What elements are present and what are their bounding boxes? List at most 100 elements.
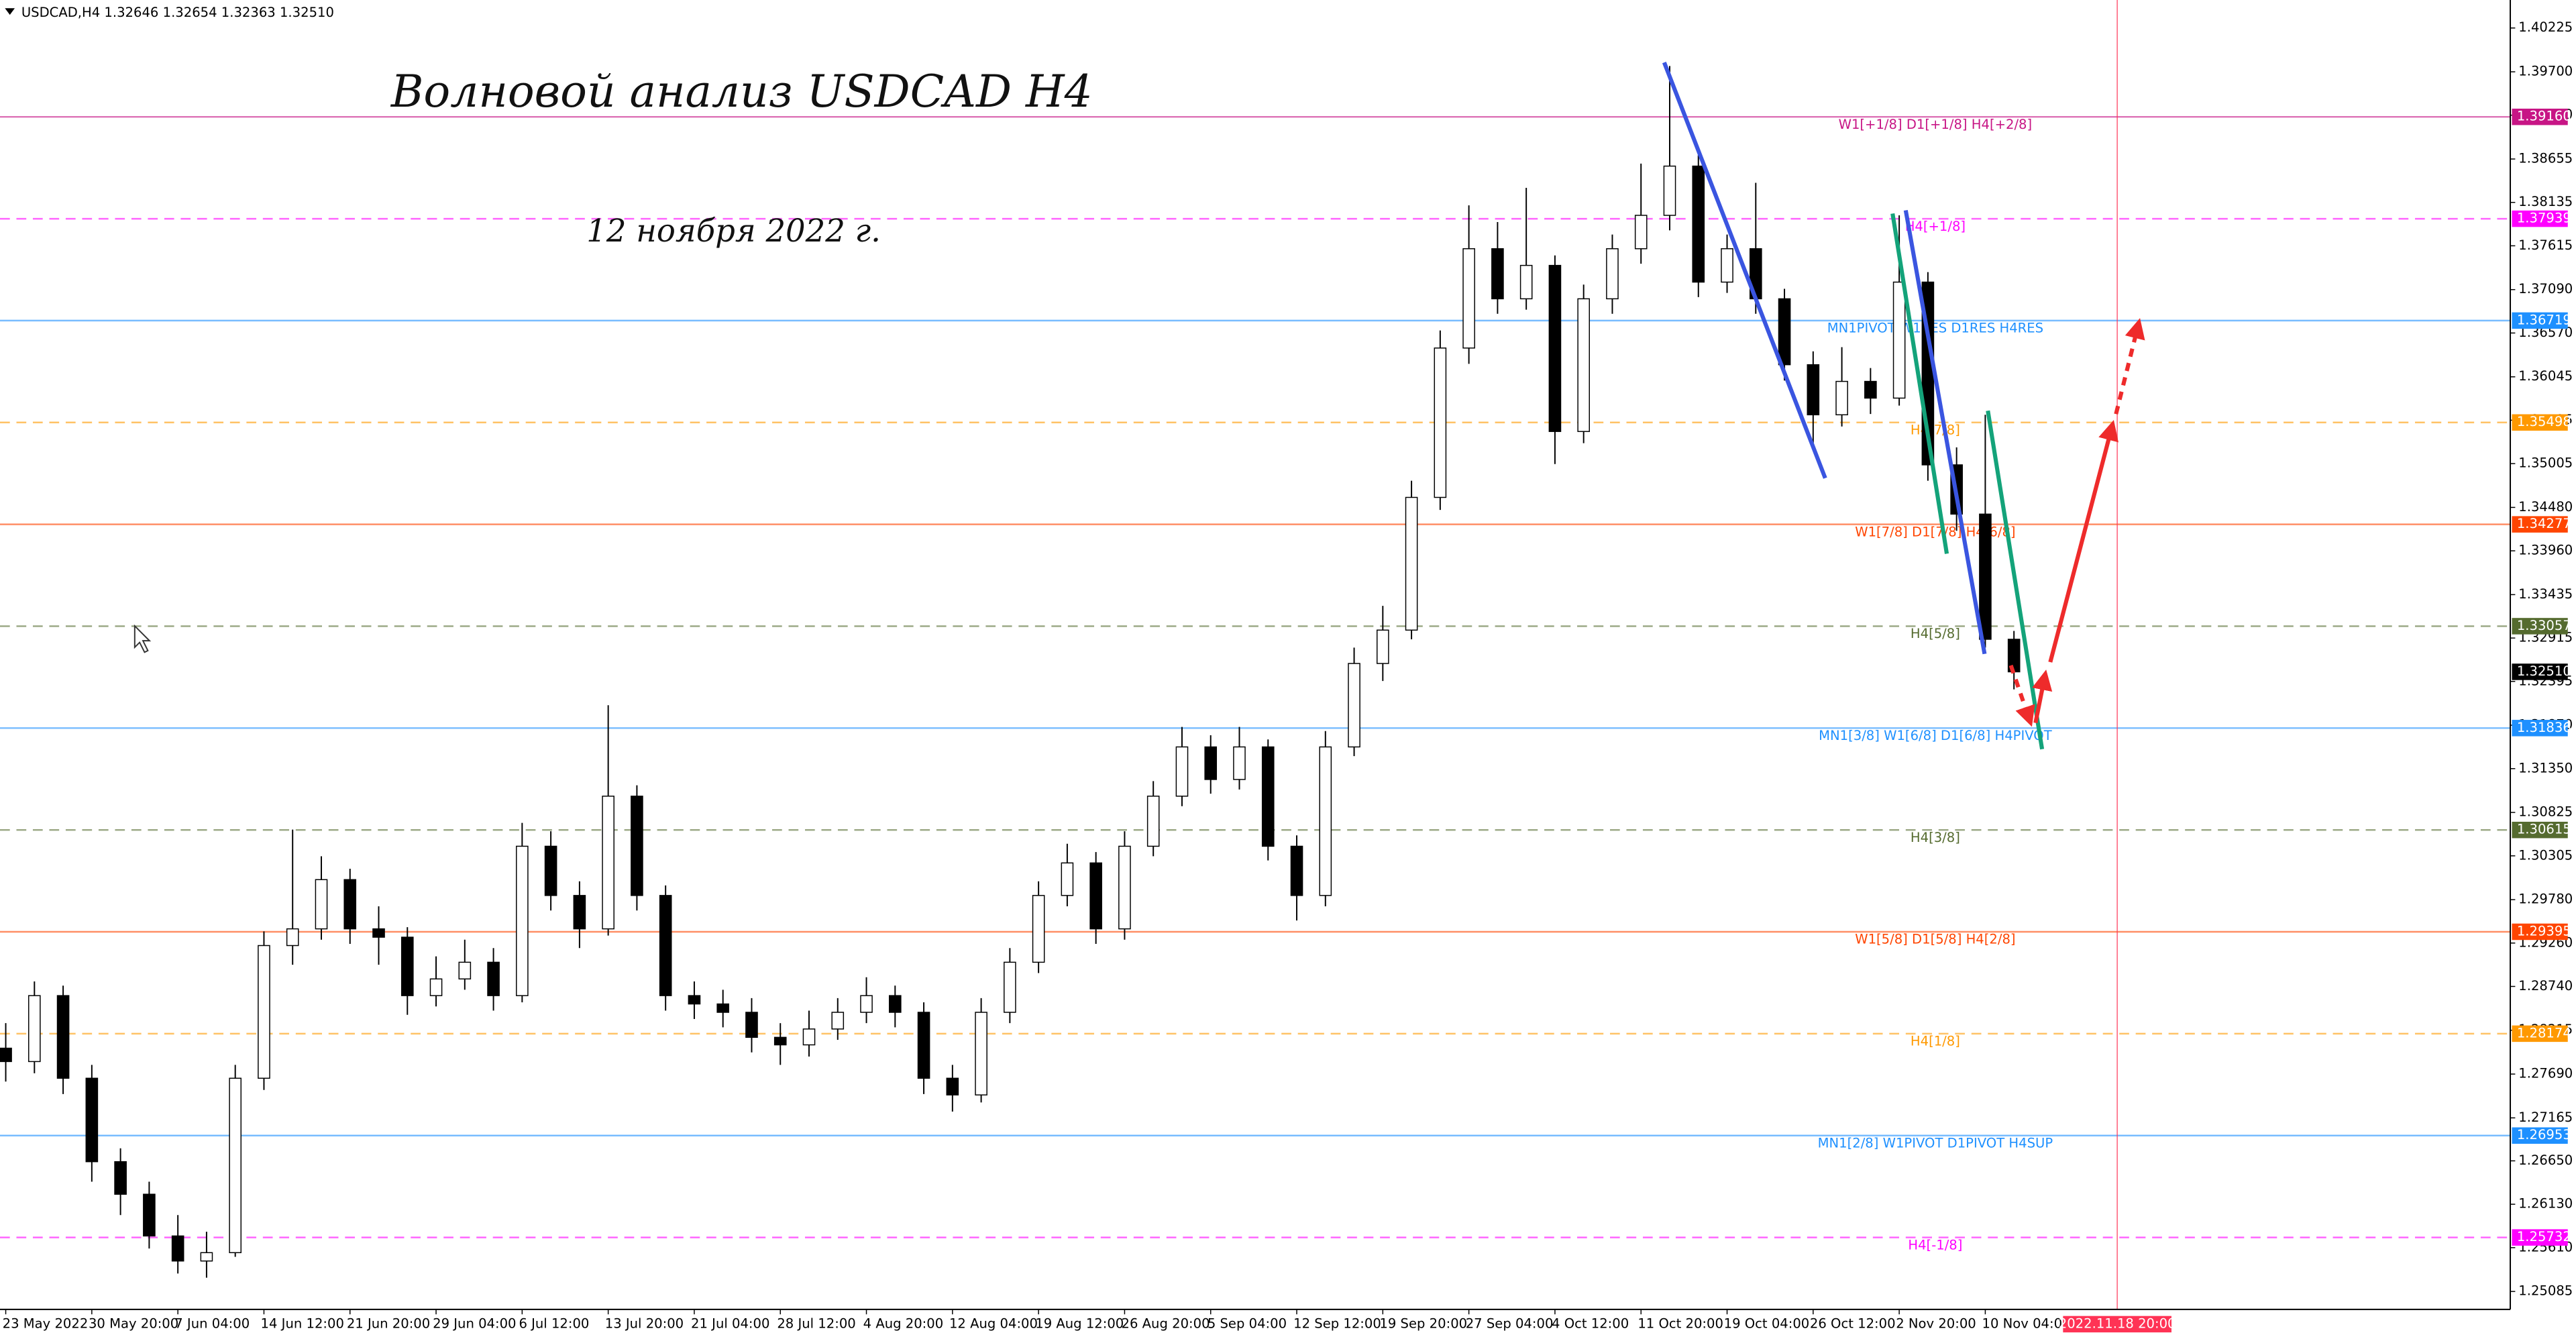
y-tick-label: 1.26130 — [2518, 1196, 2573, 1212]
x-tick-label: 19 Oct 04:00 — [1724, 1316, 1810, 1331]
forecast-arrow — [2114, 318, 2145, 415]
candle-body — [1061, 862, 1074, 896]
candle-body — [860, 995, 873, 1013]
level-text: H4[7/8] — [1911, 422, 1960, 437]
candle-body — [888, 995, 902, 1013]
chart-header: USDCAD,H4 1.32646 1.32654 1.32363 1.3251… — [21, 5, 334, 20]
candle-body — [1979, 513, 1992, 640]
x-tick-label: 14 Jun 12:00 — [261, 1316, 344, 1331]
x-tick-label: 12 Sep 12:00 — [1293, 1316, 1381, 1331]
forecast-arrow — [2008, 664, 2035, 727]
level-price-box — [2512, 516, 2568, 533]
candle-body — [1319, 746, 1332, 896]
level-price-box — [2512, 1229, 2568, 1246]
cursor-label-box — [2063, 1316, 2171, 1333]
level-price-label: 1.25732 — [2517, 1229, 2571, 1244]
candle-body — [28, 995, 41, 1063]
candle-body — [716, 1003, 730, 1013]
candle-body — [688, 995, 701, 1005]
candle-body — [602, 796, 614, 930]
candle-body — [1548, 264, 1562, 432]
x-tick-label: 21 Jul 04:00 — [691, 1316, 769, 1331]
candle-body — [573, 895, 586, 930]
y-tick-label: 1.38135 — [2518, 194, 2573, 209]
candle-body — [0, 1047, 12, 1063]
last-price-label: 1.32510 — [2517, 663, 2571, 679]
mouse-cursor — [133, 624, 152, 653]
level-price-box — [2512, 720, 2568, 737]
x-tick-label: 27 Sep 04:00 — [1466, 1316, 1554, 1331]
y-tick-label: 1.27165 — [2518, 1110, 2573, 1125]
level-price-box — [2512, 1127, 2568, 1144]
y-tick-label: 1.36045 — [2518, 368, 2573, 384]
level-text: W1[7/8] D1[7/8] H4[6/8] — [1855, 524, 2015, 539]
y-tick-label: 1.33435 — [2518, 586, 2573, 602]
candle-body — [1118, 845, 1131, 930]
wave-line — [1986, 410, 2045, 750]
candle-body — [1606, 248, 1619, 300]
candle-body — [487, 961, 500, 996]
candle-body — [1864, 380, 1877, 399]
y-tick-label: 1.39700 — [2518, 64, 2573, 79]
x-tick-label: 11 Oct 20:00 — [1638, 1316, 1723, 1331]
candle-body — [1204, 746, 1218, 780]
x-tick-label: 21 Jun 20:00 — [347, 1316, 430, 1331]
y-tick-label: 1.30825 — [2518, 804, 2573, 820]
candle-body — [1663, 165, 1676, 216]
candle-body — [1175, 746, 1189, 797]
y-tick-label: 1.28740 — [2518, 978, 2573, 994]
x-tick-label: 4 Aug 20:00 — [863, 1316, 944, 1331]
candle-body — [286, 928, 299, 947]
candle-body — [802, 1028, 816, 1046]
x-tick-label: 4 Oct 12:00 — [1552, 1316, 1629, 1331]
y-tick-label: 1.26650 — [2518, 1153, 2573, 1168]
candle-body — [516, 845, 529, 996]
candle-body — [200, 1252, 213, 1262]
level-text: MN1PIVOT W1RES D1RES H4RES — [1827, 321, 2043, 336]
level-price-box — [2512, 1025, 2568, 1042]
level-text: H4[3/8] — [1911, 830, 1960, 845]
candle-body — [1462, 248, 1475, 349]
level-text: H4[5/8] — [1911, 626, 1960, 641]
candle-body — [975, 1012, 987, 1095]
candle-body — [1089, 862, 1102, 930]
y-tick-label: 1.40225 — [2518, 19, 2573, 35]
level-text: H4[1/8] — [1911, 1034, 1960, 1049]
cursor-label: 2022.11.18 20:00 — [2059, 1316, 2176, 1331]
chart-title: Волновой анализ USDCAD H4 — [390, 66, 1093, 117]
x-tick-label: 7 Jun 04:00 — [174, 1316, 250, 1331]
header-menu-icon[interactable] — [5, 8, 15, 15]
candle-body — [659, 895, 672, 996]
axes: 1.402251.397001.391801.386551.381351.376… — [3, 19, 2573, 1333]
candle-body — [1778, 298, 1791, 366]
y-tick-label: 1.37090 — [2518, 281, 2573, 297]
level-price-box — [2512, 414, 2568, 431]
candle-body — [946, 1077, 959, 1095]
candle-body — [343, 879, 357, 930]
y-tick-label: 1.29780 — [2518, 892, 2573, 907]
candle-body — [56, 995, 70, 1079]
last-price-box — [2512, 663, 2568, 680]
candles — [0, 66, 2021, 1278]
candle-body — [1491, 248, 1504, 300]
candle-body — [1692, 165, 1705, 283]
candle-body — [1892, 281, 1906, 399]
candle-body — [1377, 629, 1389, 664]
level-price-box — [2512, 821, 2568, 839]
chart-subtitle: 12 ноября 2022 г. — [586, 213, 881, 249]
candle-body — [1634, 215, 1648, 250]
candle-body — [773, 1036, 787, 1046]
candle-body — [1032, 895, 1045, 963]
forecast-arrow — [2032, 670, 2053, 724]
level-price-label: 1.28174 — [2517, 1025, 2571, 1040]
level-price-label: 1.39160 — [2517, 109, 2571, 124]
x-tick-label: 10 Nov 04:00 — [1982, 1316, 2071, 1331]
wave-line — [1662, 61, 1827, 479]
candle-body — [1004, 961, 1016, 1013]
candle-body — [631, 796, 643, 896]
candle-body — [1348, 663, 1360, 748]
level-price-label: 1.29395 — [2517, 923, 2571, 939]
level-price-box — [2512, 923, 2568, 941]
